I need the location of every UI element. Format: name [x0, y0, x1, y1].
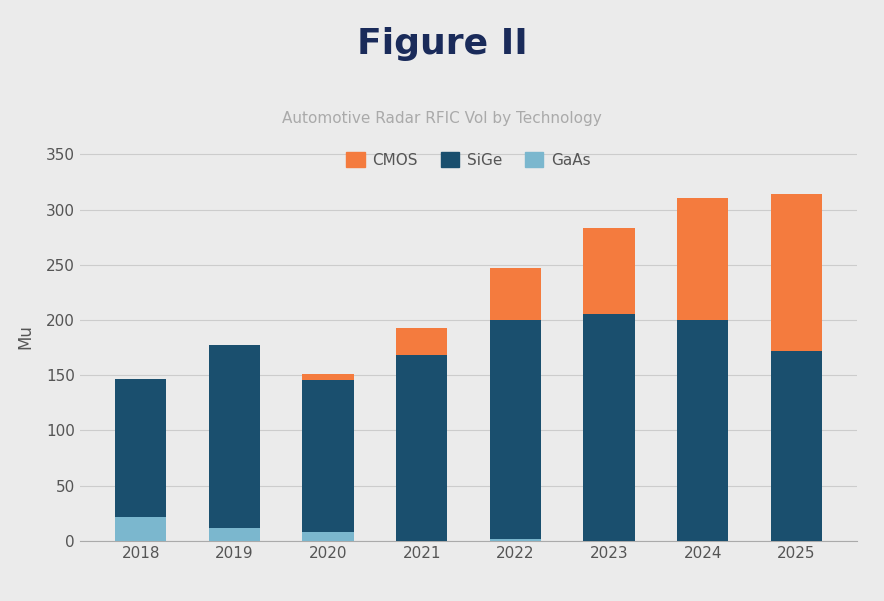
Text: Figure II: Figure II: [356, 27, 528, 61]
Bar: [583, 314, 635, 541]
Bar: [677, 320, 728, 541]
Bar: [302, 374, 354, 380]
Bar: [490, 268, 541, 320]
Bar: [490, 320, 541, 538]
Y-axis label: Mu: Mu: [17, 324, 34, 349]
Bar: [771, 194, 822, 351]
Text: Automotive Radar RFIC Vol by Technology: Automotive Radar RFIC Vol by Technology: [282, 111, 602, 126]
Bar: [583, 228, 635, 314]
Bar: [115, 379, 166, 517]
Legend: CMOS, SiGe, GaAs: CMOS, SiGe, GaAs: [340, 146, 597, 174]
Bar: [302, 532, 354, 541]
Bar: [677, 198, 728, 320]
Bar: [115, 517, 166, 541]
Bar: [396, 355, 447, 541]
Bar: [771, 351, 822, 541]
Bar: [490, 538, 541, 541]
Bar: [302, 380, 354, 532]
Bar: [209, 346, 260, 528]
Bar: [209, 528, 260, 541]
Bar: [396, 328, 447, 355]
